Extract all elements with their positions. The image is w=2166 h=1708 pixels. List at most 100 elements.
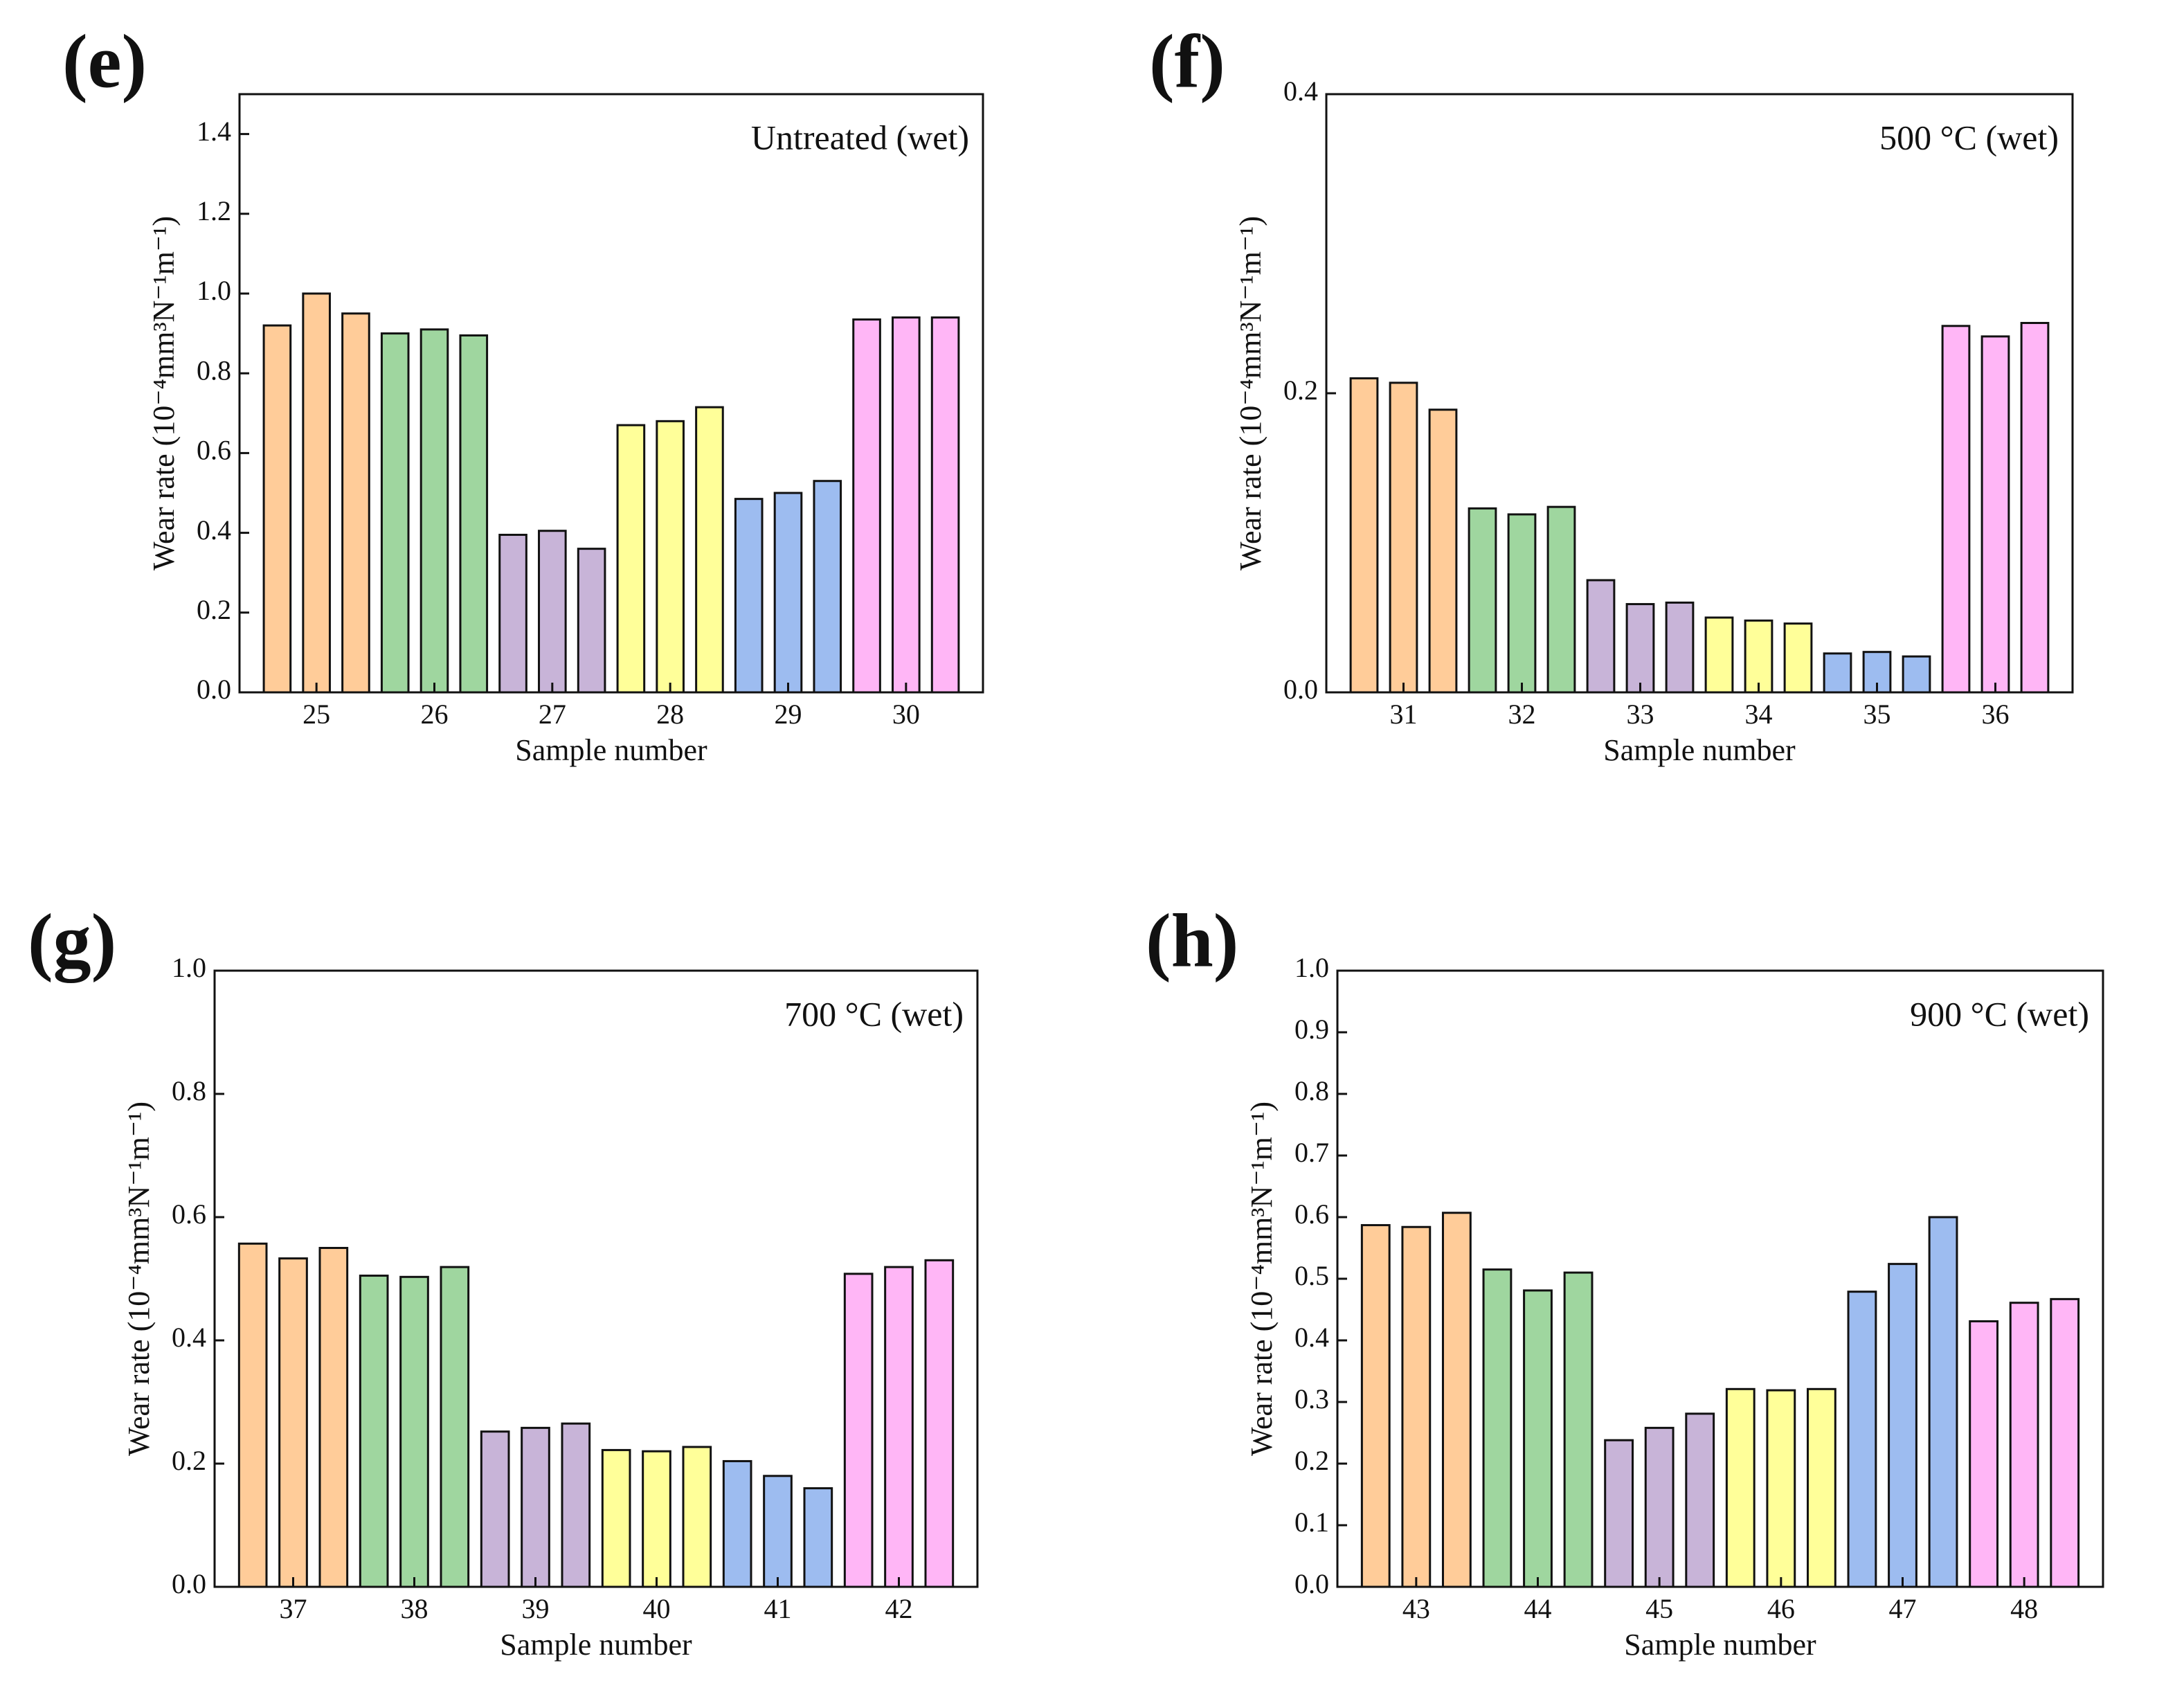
bar bbox=[440, 1266, 470, 1588]
bar bbox=[302, 292, 331, 694]
y-tick-label: 0.4 bbox=[172, 1322, 206, 1353]
bar bbox=[892, 316, 921, 694]
bar bbox=[2009, 1302, 2039, 1588]
panel-label: (h) bbox=[1146, 898, 1238, 982]
x-tick-label: 33 bbox=[1627, 699, 1654, 730]
bar bbox=[1428, 408, 1458, 694]
bar bbox=[924, 1259, 955, 1588]
bar bbox=[538, 530, 567, 694]
x-axis-label: Sample number bbox=[515, 733, 707, 767]
bar bbox=[1941, 325, 1971, 694]
plot-frame bbox=[238, 93, 984, 694]
bar bbox=[1902, 655, 1931, 694]
bar bbox=[722, 1459, 752, 1588]
bar bbox=[601, 1448, 631, 1588]
bar bbox=[803, 1487, 833, 1588]
bar bbox=[1441, 1212, 1472, 1588]
y-tick-label: 0.6 bbox=[197, 435, 231, 466]
bar bbox=[1980, 335, 2010, 694]
bar bbox=[399, 1275, 429, 1588]
bar bbox=[1604, 1439, 1634, 1588]
x-tick-label: 27 bbox=[539, 699, 566, 730]
bar bbox=[498, 533, 527, 694]
bar bbox=[1401, 1225, 1432, 1588]
bar bbox=[521, 1426, 550, 1588]
bar bbox=[278, 1257, 308, 1588]
bar bbox=[359, 1275, 389, 1588]
y-tick-label: 0.2 bbox=[172, 1445, 206, 1476]
bar bbox=[1744, 619, 1774, 694]
x-tick-label: 25 bbox=[303, 699, 330, 730]
bar bbox=[237, 1242, 268, 1588]
x-tick-label: 45 bbox=[1645, 1593, 1673, 1624]
y-axis-label: Wear rate (10⁻⁴mm³N⁻¹m⁻¹) bbox=[147, 216, 181, 570]
bar bbox=[1625, 603, 1655, 694]
bar bbox=[734, 498, 764, 694]
x-tick-label: 47 bbox=[1889, 1593, 1917, 1624]
y-axis-label: Wear rate (10⁻⁴mm³N⁻¹m⁻¹) bbox=[1245, 1102, 1279, 1456]
x-tick-label: 42 bbox=[885, 1593, 913, 1624]
bar bbox=[1507, 513, 1537, 694]
bar bbox=[616, 424, 646, 694]
bar bbox=[1928, 1216, 1958, 1588]
bar bbox=[480, 1430, 510, 1588]
x-axis-label: Sample number bbox=[500, 1628, 692, 1662]
x-tick-label: 43 bbox=[1402, 1593, 1430, 1624]
y-axis-label: Wear rate (10⁻⁴mm³N⁻¹m⁻¹) bbox=[122, 1102, 156, 1456]
bar bbox=[642, 1450, 671, 1588]
y-tick-label: 1.0 bbox=[197, 275, 231, 306]
plot-frame bbox=[1336, 969, 2104, 1588]
bar bbox=[1349, 377, 1379, 694]
bar bbox=[773, 492, 803, 694]
bar bbox=[2020, 321, 2050, 694]
y-tick-label: 0.8 bbox=[1294, 1075, 1329, 1106]
y-tick-label: 0.7 bbox=[1294, 1137, 1329, 1168]
y-tick-label: 0.1 bbox=[1294, 1507, 1329, 1538]
panel-label: (e) bbox=[62, 19, 147, 103]
x-tick-label: 36 bbox=[1982, 699, 2010, 730]
x-tick-label: 26 bbox=[421, 699, 449, 730]
y-tick-label: 1.2 bbox=[197, 195, 231, 226]
y-tick-label: 0.3 bbox=[1294, 1383, 1329, 1414]
y-tick-label: 0.2 bbox=[1283, 375, 1318, 406]
bar bbox=[1644, 1426, 1675, 1588]
bar bbox=[930, 316, 960, 694]
y-tick-label: 1.4 bbox=[197, 116, 231, 147]
bar bbox=[419, 328, 449, 694]
y-tick-label: 1.0 bbox=[172, 952, 206, 983]
x-tick-label: 41 bbox=[764, 1593, 792, 1624]
y-tick-label: 0.6 bbox=[172, 1198, 206, 1230]
bar bbox=[341, 312, 370, 694]
x-tick-label: 29 bbox=[775, 699, 802, 730]
bar bbox=[1685, 1412, 1715, 1588]
x-tick-label: 46 bbox=[1767, 1593, 1795, 1624]
bar bbox=[656, 420, 685, 694]
bar bbox=[763, 1475, 793, 1588]
x-tick-label: 48 bbox=[2010, 1593, 2038, 1624]
bar bbox=[1523, 1289, 1553, 1588]
x-tick-label: 44 bbox=[1524, 1593, 1552, 1624]
bar bbox=[1847, 1291, 1877, 1588]
panel-label: (g) bbox=[28, 898, 116, 982]
bar bbox=[1468, 507, 1497, 694]
y-tick-label: 0.4 bbox=[1294, 1322, 1329, 1353]
x-tick-label: 40 bbox=[643, 1593, 671, 1624]
bar bbox=[2050, 1297, 2080, 1588]
y-axis-label: Wear rate (10⁻⁴mm³N⁻¹m⁻¹) bbox=[1234, 216, 1267, 570]
y-tick-label: 0.6 bbox=[1294, 1198, 1329, 1230]
plot-frame bbox=[1325, 93, 2074, 694]
bar bbox=[318, 1247, 349, 1588]
bar bbox=[813, 480, 842, 694]
y-tick-label: 0.0 bbox=[197, 674, 231, 705]
x-tick-label: 28 bbox=[656, 699, 684, 730]
bar bbox=[1389, 381, 1418, 694]
y-tick-label: 0.0 bbox=[1283, 674, 1318, 705]
bar bbox=[380, 332, 410, 694]
x-tick-label: 34 bbox=[1745, 699, 1773, 730]
x-axis-label: Sample number bbox=[1624, 1628, 1816, 1662]
bar bbox=[1563, 1271, 1594, 1588]
bar bbox=[884, 1266, 914, 1588]
x-axis-label: Sample number bbox=[1603, 733, 1796, 767]
